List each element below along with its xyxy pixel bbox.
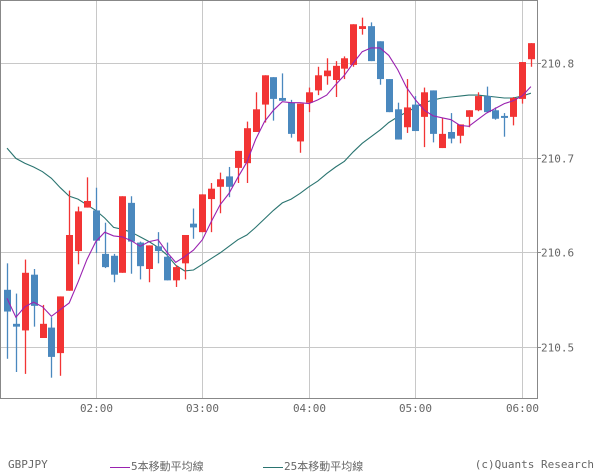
candle-up	[22, 272, 29, 331]
candle-up	[324, 70, 331, 77]
y-axis: 210.5 210.6 210.7 210.8	[537, 58, 574, 355]
symbol-label: GBPJPY	[8, 458, 48, 471]
candle-up	[457, 124, 464, 136]
candle-down	[4, 289, 11, 312]
candle-down	[368, 26, 375, 62]
ma5-legend-swatch	[110, 466, 130, 468]
candle-up	[235, 150, 242, 168]
candle-up	[244, 128, 251, 164]
candle-up	[182, 234, 189, 264]
candle-down	[48, 327, 55, 357]
candle-down	[412, 104, 419, 132]
candle-down	[279, 97, 286, 101]
grid-lines	[0, 0, 537, 398]
candle-up	[404, 107, 411, 128]
candle-up	[57, 296, 64, 354]
candle-up	[199, 194, 206, 233]
ma25-line	[6, 92, 532, 272]
candle-down	[484, 96, 491, 113]
candle-down	[270, 77, 277, 99]
candle-up	[528, 43, 535, 60]
candle-down	[111, 255, 118, 275]
candle-up	[66, 234, 73, 291]
x-tick-label: 04:00	[293, 402, 326, 415]
candle-up	[306, 92, 313, 103]
candle-down	[395, 109, 402, 140]
candle-down	[13, 323, 20, 327]
legend-ma25: 25本移動平均線	[263, 458, 363, 474]
candle-up	[262, 75, 269, 105]
candle-up	[40, 323, 47, 338]
candle-down	[288, 102, 295, 134]
x-tick-label: 02:00	[80, 402, 113, 415]
ma5-legend-label: 5本移動平均線	[131, 460, 204, 473]
candle-down	[137, 242, 144, 267]
candle-down	[102, 253, 109, 268]
plot-border	[0, 0, 538, 399]
candle-up	[341, 58, 348, 69]
candle-up	[333, 65, 340, 81]
candle-up	[119, 196, 126, 273]
candle-up	[75, 211, 82, 252]
candle-up	[439, 133, 446, 149]
copyright: (c)Quants Research	[474, 458, 594, 471]
x-axis: 02:00 03:00 04:00 05:00 06:00	[80, 402, 539, 415]
candle-down	[128, 202, 135, 242]
candle-down	[448, 131, 455, 139]
candle-up	[253, 109, 260, 132]
candle-down	[31, 274, 38, 306]
candle-down	[93, 210, 100, 241]
ma25-legend-label: 25本移動平均線	[284, 460, 364, 473]
ma25-legend-swatch	[263, 466, 283, 468]
x-tick-label: 03:00	[186, 402, 219, 415]
candle-up	[173, 267, 180, 281]
candle-up	[519, 62, 526, 99]
candle-up	[84, 200, 91, 208]
legend-ma5: 5本移動平均線	[110, 458, 204, 474]
candle-up	[510, 97, 517, 117]
y-tick-label: 210.6	[541, 247, 574, 260]
candle-up	[208, 188, 215, 200]
candle-up	[350, 24, 357, 65]
candle-down	[164, 256, 171, 281]
candlestick-chart: 210.5 210.6 210.7 210.8 02:00 03:00 04:00 05:0…	[0, 0, 574, 415]
candle-down	[190, 223, 197, 228]
candle-down	[155, 246, 162, 252]
candle-up	[146, 245, 153, 270]
candle-up	[466, 110, 473, 117]
candle-down	[501, 115, 508, 118]
ma-polyline	[6, 92, 532, 272]
candle-up	[315, 75, 322, 91]
candle-up	[217, 179, 224, 187]
candle-up	[297, 103, 304, 142]
candles	[4, 17, 535, 378]
candle-up	[359, 26, 366, 29]
candle-down	[377, 41, 384, 80]
y-tick-label: 210.7	[541, 153, 574, 166]
candle-up	[475, 96, 482, 111]
ma5-line	[6, 47, 532, 319]
x-tick-label: 06:00	[506, 402, 539, 415]
candle-down	[430, 90, 437, 134]
y-tick-label: 210.8	[541, 58, 574, 71]
candle-up	[421, 92, 428, 117]
candle-down	[386, 79, 393, 113]
candle-down	[492, 110, 499, 119]
candle-down	[226, 176, 233, 187]
ma-polyline	[6, 47, 532, 319]
y-tick-label: 210.5	[541, 342, 574, 355]
x-tick-label: 05:00	[399, 402, 432, 415]
